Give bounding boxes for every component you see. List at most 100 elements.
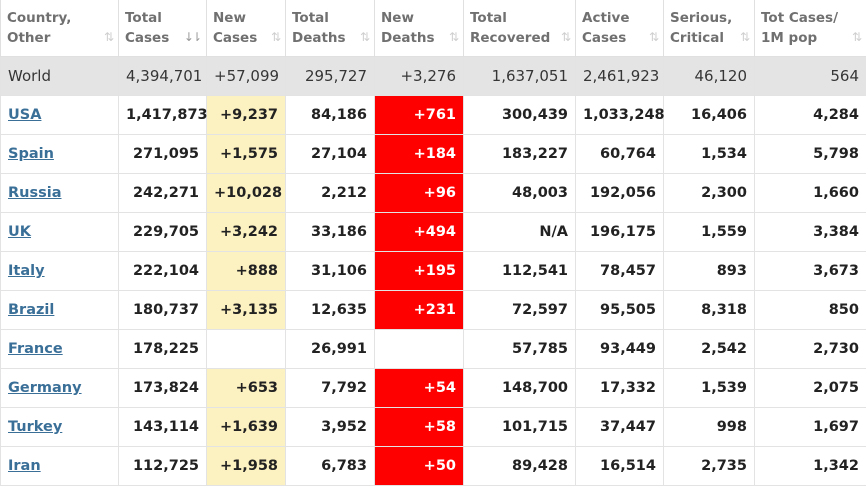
total-cases-cell: 112,725 xyxy=(118,446,207,486)
sort-arrows-icon[interactable]: ⇅ xyxy=(560,30,571,44)
column-header-label: Deaths xyxy=(381,30,435,46)
total-recovered-cell: N/A xyxy=(463,212,576,252)
cases-per-million-cell: 2,730 xyxy=(754,329,866,369)
total-recovered-cell: 89,428 xyxy=(463,446,576,486)
column-header-label: Cases xyxy=(125,30,170,46)
country-cell: Brazil xyxy=(0,290,119,330)
country-link[interactable]: Russia xyxy=(8,185,62,201)
new-cases-cell: +1,958 xyxy=(206,446,286,486)
table-row: Russia 242,271 +10,028 2,212 +96 48,003 192,05… xyxy=(0,173,866,213)
world-total-row: World 4,394,701 +57,099 295,727 +3,276 1… xyxy=(0,56,866,96)
sort-arrows-icon[interactable]: ⇅ xyxy=(103,30,114,44)
total-cases-cell: 4,394,701 xyxy=(118,56,207,96)
country-cell: Turkey xyxy=(0,407,119,447)
serious-critical-cell: 2,542 xyxy=(663,329,755,369)
column-header-label: Tot Cases/ xyxy=(761,10,839,26)
total-recovered-cell: 183,227 xyxy=(463,134,576,174)
active-cases-cell: 95,505 xyxy=(575,290,664,330)
country-link[interactable]: Iran xyxy=(8,458,41,474)
new-deaths-cell: +50 xyxy=(374,446,464,486)
total-cases-cell: 242,271 xyxy=(118,173,207,213)
new-deaths-cell xyxy=(374,329,464,369)
column-header-active-cases[interactable]: Active Cases ⇅ xyxy=(575,0,664,57)
column-header-label: New xyxy=(213,10,246,26)
column-header-serious-critical[interactable]: Serious, Critical ⇅ xyxy=(663,0,755,57)
total-deaths-cell: 33,186 xyxy=(285,212,375,252)
serious-critical-cell: 2,300 xyxy=(663,173,755,213)
total-recovered-cell: 101,715 xyxy=(463,407,576,447)
sort-arrows-icon[interactable]: ⇅ xyxy=(739,30,750,44)
active-cases-cell: 1,033,248 xyxy=(575,95,665,135)
sort-arrows-icon[interactable]: ⇅ xyxy=(448,30,459,44)
new-cases-cell: +3,135 xyxy=(206,290,286,330)
country-cell: Italy xyxy=(0,251,119,291)
total-deaths-cell: 7,792 xyxy=(285,368,375,408)
country-link[interactable]: USA xyxy=(8,107,42,123)
active-cases-cell: 37,447 xyxy=(575,407,664,447)
table-row: Iran 112,725 +1,958 6,783 +50 89,428 16,514 2,7… xyxy=(0,446,866,486)
column-header-label: Cases xyxy=(213,30,258,46)
column-header-total-cases[interactable]: Total Cases ↓⇂ xyxy=(118,0,207,57)
new-cases-cell xyxy=(206,329,286,369)
cases-per-million-cell: 1,697 xyxy=(754,407,866,447)
new-deaths-cell: +3,276 xyxy=(374,56,464,96)
new-deaths-cell: +494 xyxy=(374,212,464,252)
column-header-country[interactable]: Country, Other ⇅ xyxy=(0,0,119,57)
serious-critical-cell: 1,534 xyxy=(663,134,755,174)
column-header-label: Active xyxy=(582,10,630,26)
column-header-label: Cases xyxy=(582,30,627,46)
new-cases-cell: +1,639 xyxy=(206,407,286,447)
country-cell: Spain xyxy=(0,134,119,174)
serious-critical-cell: 998 xyxy=(663,407,755,447)
country-cell: USA xyxy=(0,95,119,135)
sort-arrows-icon[interactable]: ⇅ xyxy=(851,30,862,44)
cases-per-million-cell: 4,284 xyxy=(754,95,866,135)
column-header-total-recovered[interactable]: Total Recovered ⇅ xyxy=(463,0,576,57)
sort-arrows-icon[interactable]: ⇅ xyxy=(270,30,281,44)
column-header-label: Country, xyxy=(7,10,72,26)
country-link[interactable]: UK xyxy=(8,224,32,240)
table-row: Spain 271,095 +1,575 27,104 +184 183,227 60,76… xyxy=(0,134,866,174)
total-cases-cell: 229,705 xyxy=(118,212,207,252)
column-header-new-cases[interactable]: New Cases ⇅ xyxy=(206,0,286,57)
active-cases-cell: 2,461,923 xyxy=(575,56,664,96)
sort-arrows-icon[interactable]: ⇅ xyxy=(648,30,659,44)
column-header-cases-per-million[interactable]: Tot Cases/1M pop ⇅ xyxy=(754,0,866,57)
total-deaths-cell: 26,991 xyxy=(285,329,375,369)
serious-critical-cell: 16,406 xyxy=(663,95,755,135)
total-deaths-cell: 12,635 xyxy=(285,290,375,330)
total-deaths-cell: 2,212 xyxy=(285,173,375,213)
country-link[interactable]: Spain xyxy=(8,146,54,162)
new-cases-cell: +653 xyxy=(206,368,286,408)
new-deaths-cell: +54 xyxy=(374,368,464,408)
total-deaths-cell: 31,106 xyxy=(285,251,375,291)
new-cases-cell: +9,237 xyxy=(206,95,286,135)
country-cell: Germany xyxy=(0,368,119,408)
cases-per-million-cell: 3,384 xyxy=(754,212,866,252)
sort-arrows-icon[interactable]: ↓⇂ xyxy=(183,30,202,44)
cases-per-million-cell: 850 xyxy=(754,290,866,330)
active-cases-cell: 196,175 xyxy=(575,212,664,252)
cases-per-million-cell: 1,342 xyxy=(754,446,866,486)
new-cases-cell: +1,575 xyxy=(206,134,286,174)
column-header-total-deaths[interactable]: Total Deaths ⇅ xyxy=(285,0,375,57)
cases-per-million-cell: 564 xyxy=(754,56,866,96)
column-header-new-deaths[interactable]: New Deaths ⇅ xyxy=(374,0,464,57)
country-link[interactable]: Germany xyxy=(8,380,82,396)
country-link[interactable]: Turkey xyxy=(8,419,63,435)
table-row: Turkey 143,114 +1,639 3,952 +58 101,715 37,447… xyxy=(0,407,866,447)
serious-critical-cell: 1,559 xyxy=(663,212,755,252)
country-link[interactable]: France xyxy=(8,341,63,357)
serious-critical-cell: 8,318 xyxy=(663,290,755,330)
serious-critical-cell: 46,120 xyxy=(663,56,755,96)
cases-per-million-cell: 3,673 xyxy=(754,251,866,291)
total-deaths-cell: 6,783 xyxy=(285,446,375,486)
country-link[interactable]: Brazil xyxy=(8,302,55,318)
sort-arrows-icon[interactable]: ⇅ xyxy=(359,30,370,44)
country-link[interactable]: Italy xyxy=(8,263,45,279)
column-header-label: New xyxy=(381,10,414,26)
active-cases-cell: 17,332 xyxy=(575,368,664,408)
total-cases-cell: 222,104 xyxy=(118,251,207,291)
country-cell: Iran xyxy=(0,446,119,486)
total-cases-cell: 178,225 xyxy=(118,329,207,369)
